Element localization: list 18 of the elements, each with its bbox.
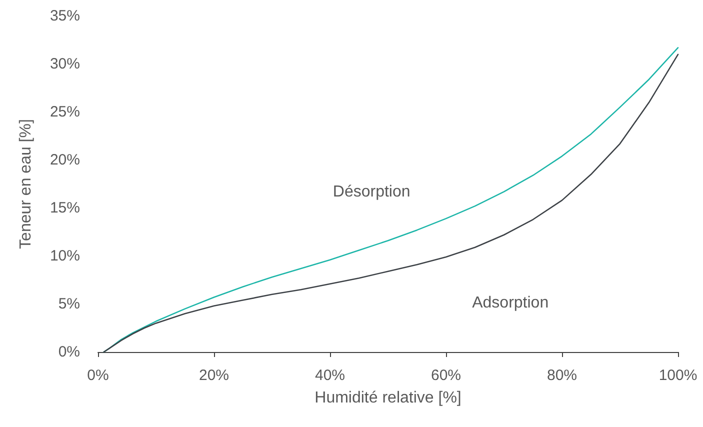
y-tick-label: 25%	[50, 104, 80, 120]
y-tick-label: 10%	[50, 248, 80, 264]
x-tick-label: 20%	[198, 367, 230, 384]
x-axis-title: Humidité relative [%]	[314, 390, 462, 406]
x-tick-label: 80%	[546, 367, 578, 384]
y-axis-title: Teneur en eau [%]	[18, 119, 34, 249]
y-tick-label: 15%	[50, 200, 80, 216]
y-tick-label: 30%	[50, 56, 80, 72]
series-label: Désorption	[332, 184, 410, 200]
x-tick-label: 0%	[87, 367, 109, 384]
x-tick-label: 100%	[658, 367, 698, 384]
text: Adsorption	[472, 294, 549, 312]
y-tick-label: 35%	[50, 8, 80, 24]
x-tick-label: 40%	[314, 367, 346, 384]
y-tick-label: 5%	[58, 296, 80, 312]
x-tick-label: 60%	[430, 367, 462, 384]
y-tick-label: 20%	[50, 152, 80, 168]
y-tick-label: 0%	[58, 344, 80, 360]
